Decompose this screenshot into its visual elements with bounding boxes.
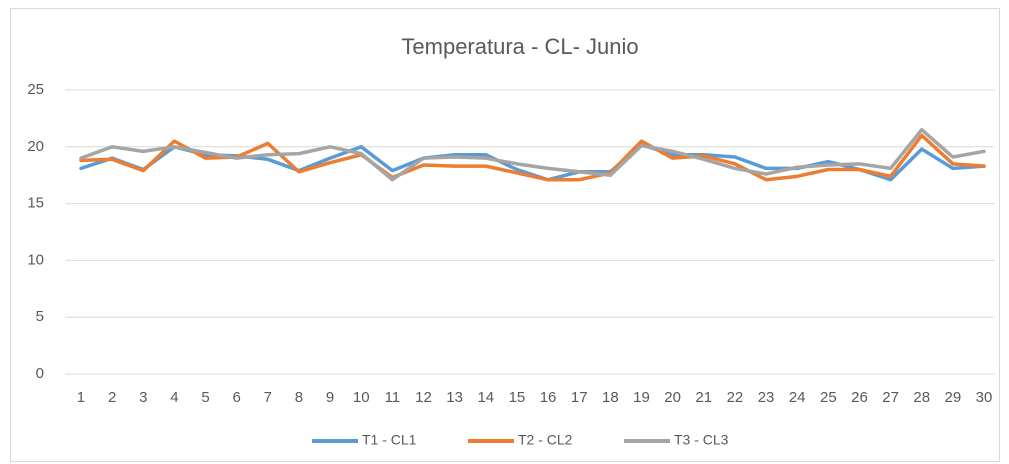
x-tick-label: 28 — [913, 389, 930, 406]
x-tick-label: 18 — [602, 389, 619, 406]
x-tick-label: 10 — [353, 389, 370, 406]
x-tick-label: 24 — [789, 389, 806, 406]
x-tick-label: 21 — [695, 389, 712, 406]
x-tick-label: 12 — [415, 389, 432, 406]
x-tick-label: 5 — [201, 389, 209, 406]
x-tick-label: 29 — [945, 389, 962, 406]
x-tick-label: 25 — [820, 389, 837, 406]
y-tick-label: 0 — [36, 365, 44, 382]
x-tick-label: 19 — [633, 389, 650, 406]
x-tick-label: 22 — [727, 389, 744, 406]
x-tick-label: 17 — [571, 389, 588, 406]
x-tick-label: 26 — [851, 389, 868, 406]
x-tick-label: 9 — [326, 389, 334, 406]
x-tick-label: 8 — [295, 389, 303, 406]
legend-label: T3 - CL3 — [674, 432, 729, 448]
y-tick-label: 5 — [36, 308, 44, 325]
y-tick-label: 20 — [27, 138, 44, 155]
x-tick-label: 16 — [540, 389, 557, 406]
x-tick-label: 23 — [758, 389, 775, 406]
x-tick-label: 15 — [509, 389, 526, 406]
y-tick-label: 10 — [27, 251, 44, 268]
x-tick-label: 4 — [170, 389, 178, 406]
y-tick-label: 15 — [27, 195, 44, 212]
x-tick-label: 2 — [108, 389, 116, 406]
x-tick-label: 13 — [446, 389, 463, 406]
x-tick-label: 20 — [664, 389, 681, 406]
x-tick-label: 14 — [477, 389, 494, 406]
x-tick-label: 7 — [264, 389, 272, 406]
x-tick-label: 6 — [232, 389, 240, 406]
x-tick-label: 1 — [77, 389, 85, 406]
series-line — [79, 128, 986, 182]
x-tick-label: 30 — [976, 389, 993, 406]
legend-label: T1 - CL1 — [362, 432, 417, 448]
x-tick-label: 11 — [385, 389, 401, 406]
x-tick-label: 27 — [882, 389, 899, 406]
chart-title: Temperatura - CL- Junio — [401, 34, 638, 59]
chart-frame — [10, 8, 1000, 462]
x-tick-label: 3 — [139, 389, 147, 406]
legend-label: T2 - CL2 — [518, 432, 573, 448]
y-tick-label: 25 — [27, 81, 44, 98]
